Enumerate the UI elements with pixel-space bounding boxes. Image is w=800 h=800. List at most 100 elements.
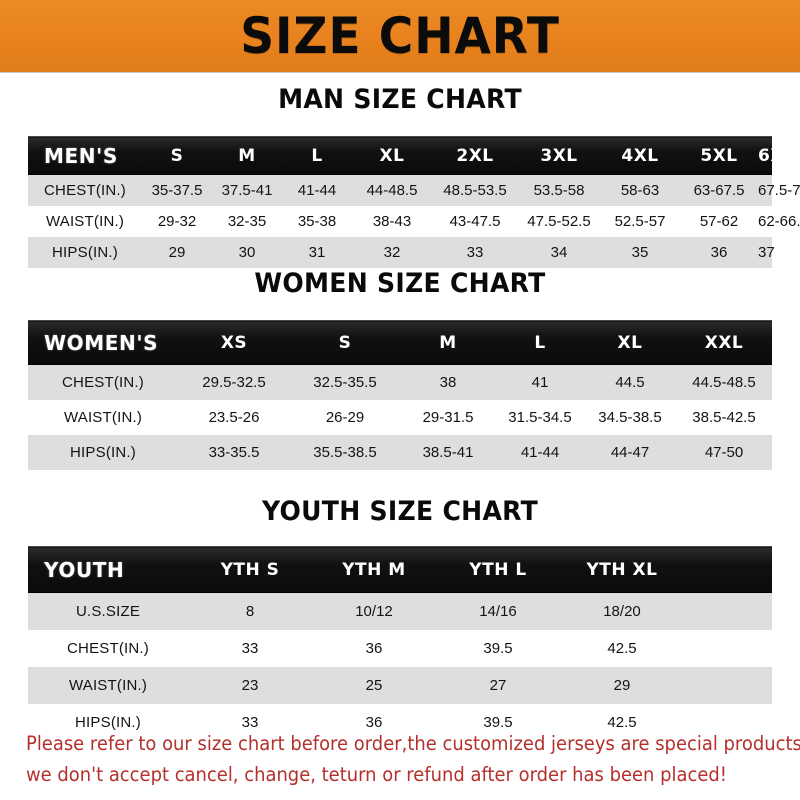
measurement-label: CHEST(IN.) [28, 629, 188, 667]
table-header-row: WOMEN'S XS S M L XL XXL [28, 320, 772, 365]
men-section-title: MAN SIZE CHART [278, 84, 522, 115]
size-column-header: L [496, 320, 584, 365]
measurement-value: 44-47 [584, 434, 676, 470]
table-header-row: MEN'S S M L XL 2XL 3XL 4XL 5XL 6XL [28, 136, 795, 175]
measurement-value: 47.5-52.5 [518, 205, 600, 237]
table-row: CHEST(IN.) 33 36 39.5 42.5 [28, 629, 772, 667]
measurement-value: 39.5 [436, 703, 560, 741]
measurement-value: 42.5 [560, 703, 684, 741]
table-row: HIPS(IN.) 33 36 39.5 42.5 [28, 703, 772, 741]
measurement-value: 23.5-26 [178, 399, 290, 435]
measurement-value: 32.5-35.5 [290, 364, 400, 400]
measurement-value: 26-29 [290, 399, 400, 435]
table-row: WAIST(IN.) 29-32 32-35 35-38 38-43 43-47.5 47.… [28, 205, 800, 237]
measurement-value: 38.5-41 [400, 434, 496, 470]
women-size-table: WOMEN'S XS S M L XL XXL CHEST(IN.) 29.5-32.5 32.5… [28, 320, 772, 470]
measurement-value: 29 [560, 666, 684, 704]
measurement-value: 31.5-34.5 [496, 399, 584, 435]
measurement-value: 23 [188, 666, 312, 704]
size-column-header: 6XL [758, 136, 795, 175]
measurement-value: 36 [312, 629, 436, 667]
measurement-value: 35 [600, 236, 680, 268]
measurement-value: 32 [352, 236, 432, 268]
youth-table-body: YOUTH YTH S YTH M YTH L YTH XL U.S.SIZE 8 10/12… [28, 546, 772, 741]
table-header-label: WOMEN'S [28, 320, 178, 365]
measurement-value: 33 [188, 629, 312, 667]
size-column-header: XL [584, 320, 676, 365]
youth-section-title: YOUTH SIZE CHART [261, 496, 539, 527]
measurement-value: 41-44 [282, 174, 352, 206]
header-banner: SIZE CHART [0, 0, 800, 73]
measurement-value: 8 [188, 592, 312, 630]
measurement-value: 48.5-53.5 [432, 174, 518, 206]
measurement-value: 53.5-58 [518, 174, 600, 206]
measurement-value: 37.5-41 [212, 174, 282, 206]
spacer-cell [684, 592, 772, 630]
measurement-value: 35-38 [282, 205, 352, 237]
measurement-label: CHEST(IN.) [28, 174, 142, 206]
size-column-header: S [290, 320, 400, 365]
measurement-label: CHEST(IN.) [28, 364, 178, 400]
size-column-header: 3XL [518, 136, 600, 175]
measurement-value: 57-62 [680, 205, 758, 237]
measurement-value: 29-32 [142, 205, 212, 237]
youth-size-table: YOUTH YTH S YTH M YTH L YTH XL U.S.SIZE 8 10/12… [28, 546, 772, 741]
measurement-value: 37 [758, 236, 775, 268]
table-row: CHEST(IN.) 35-37.5 37.5-41 41-44 44-48.5 48.5… [28, 174, 800, 206]
footer-line-1: Please refer to our size chart before or… [26, 732, 800, 755]
footer-line-2: we don't accept cancel, change, teturn o… [26, 763, 727, 786]
men-size-table: MEN'S S M L XL 2XL 3XL 4XL 5XL 6XL CHEST(IN.) 35-37… [28, 136, 800, 268]
measurement-value: 25 [312, 666, 436, 704]
measurement-value: 33 [188, 703, 312, 741]
measurement-value: 33-35.5 [178, 434, 290, 470]
measurement-value: 31 [282, 236, 352, 268]
spacer-cell [684, 703, 772, 741]
table-row: WAIST(IN.) 23 25 27 29 [28, 666, 772, 704]
size-column-header: 4XL [600, 136, 680, 175]
measurement-label: WAIST(IN.) [28, 399, 178, 435]
measurement-label: U.S.SIZE [28, 592, 188, 630]
measurement-value: 63-67.5 [680, 174, 758, 206]
size-column-header: M [212, 136, 282, 175]
measurement-value: 41 [496, 364, 584, 400]
measurement-value: 33 [432, 236, 518, 268]
measurement-value: 30 [212, 236, 282, 268]
measurement-value: 62-66.5 [758, 205, 800, 237]
measurement-value: 67.5-72 [758, 174, 800, 206]
table-header-label: YOUTH [28, 546, 188, 593]
measurement-value: 44.5-48.5 [676, 364, 772, 400]
size-column-header: YTH S [188, 546, 312, 593]
measurement-value: 27 [436, 666, 560, 704]
measurement-value: 18/20 [560, 592, 684, 630]
measurement-value: 44.5 [584, 364, 676, 400]
measurement-value: 58-63 [600, 174, 680, 206]
measurement-value: 32-35 [212, 205, 282, 237]
measurement-value: 44-48.5 [352, 174, 432, 206]
measurement-label: HIPS(IN.) [28, 434, 178, 470]
measurement-value: 35.5-38.5 [290, 434, 400, 470]
measurement-value: 42.5 [560, 629, 684, 667]
footer-disclaimer: Please refer to our size chart before or… [26, 728, 800, 790]
men-table-body: MEN'S S M L XL 2XL 3XL 4XL 5XL 6XL CHEST(IN.) 35-37… [28, 136, 800, 268]
size-column-header: S [142, 136, 212, 175]
table-row: CHEST(IN.) 29.5-32.5 32.5-35.5 38 41 44.5 44.5… [28, 364, 772, 400]
size-column-header: L [282, 136, 352, 175]
size-column-header: 2XL [432, 136, 518, 175]
women-section-title: WOMEN SIZE CHART [254, 268, 546, 299]
size-column-header: 5XL [680, 136, 758, 175]
table-row: HIPS(IN.) 33-35.5 35.5-38.5 38.5-41 41-44 44-… [28, 434, 772, 470]
measurement-value: 34 [518, 236, 600, 268]
table-header-label: MEN'S [28, 136, 142, 175]
measurement-value: 39.5 [436, 629, 560, 667]
measurement-label: WAIST(IN.) [28, 205, 142, 237]
page-title: SIZE CHART [240, 7, 560, 65]
table-header-row: YOUTH YTH S YTH M YTH L YTH XL [28, 546, 772, 593]
size-column-header: XS [178, 320, 290, 365]
size-column-header: XL [352, 136, 432, 175]
measurement-value: 38.5-42.5 [676, 399, 772, 435]
measurement-label: WAIST(IN.) [28, 666, 188, 704]
measurement-label: HIPS(IN.) [28, 236, 142, 268]
spacer-cell [684, 666, 772, 704]
measurement-value: 14/16 [436, 592, 560, 630]
